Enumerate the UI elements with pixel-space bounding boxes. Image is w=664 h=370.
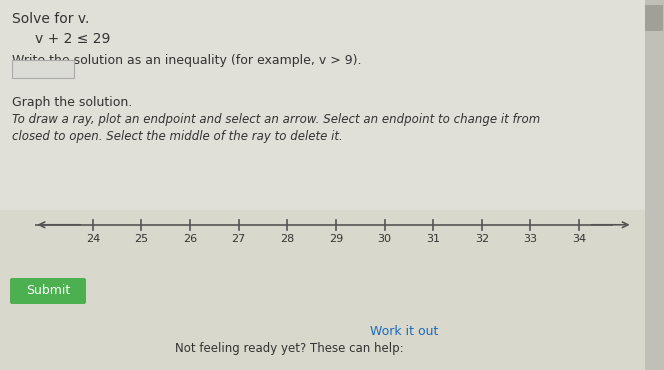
Bar xyxy=(645,0,664,370)
FancyBboxPatch shape xyxy=(645,5,663,31)
FancyBboxPatch shape xyxy=(12,60,74,78)
Text: 30: 30 xyxy=(378,235,392,245)
Text: 26: 26 xyxy=(183,235,197,245)
Text: Not feeling ready yet? These can help:: Not feeling ready yet? These can help: xyxy=(175,342,404,355)
Text: 32: 32 xyxy=(475,235,489,245)
Text: Solve for v.: Solve for v. xyxy=(12,12,90,26)
Text: To draw a ray, plot an endpoint and select an arrow. Select an endpoint to chang: To draw a ray, plot an endpoint and sele… xyxy=(12,113,540,143)
Text: 31: 31 xyxy=(426,235,440,245)
Text: 28: 28 xyxy=(280,235,294,245)
Text: Write the solution as an inequality (for example, v > 9).: Write the solution as an inequality (for… xyxy=(12,54,361,67)
Text: Work it out: Work it out xyxy=(370,325,438,338)
Text: 27: 27 xyxy=(232,235,246,245)
FancyBboxPatch shape xyxy=(10,278,86,304)
Text: 25: 25 xyxy=(134,235,149,245)
Text: Submit: Submit xyxy=(26,285,70,297)
Text: Graph the solution.: Graph the solution. xyxy=(12,96,132,109)
Text: 29: 29 xyxy=(329,235,343,245)
Text: 33: 33 xyxy=(523,235,537,245)
Text: v + 2 ≤ 29: v + 2 ≤ 29 xyxy=(35,32,110,46)
Bar xyxy=(0,0,645,210)
Text: 34: 34 xyxy=(572,235,586,245)
Text: 24: 24 xyxy=(86,235,100,245)
